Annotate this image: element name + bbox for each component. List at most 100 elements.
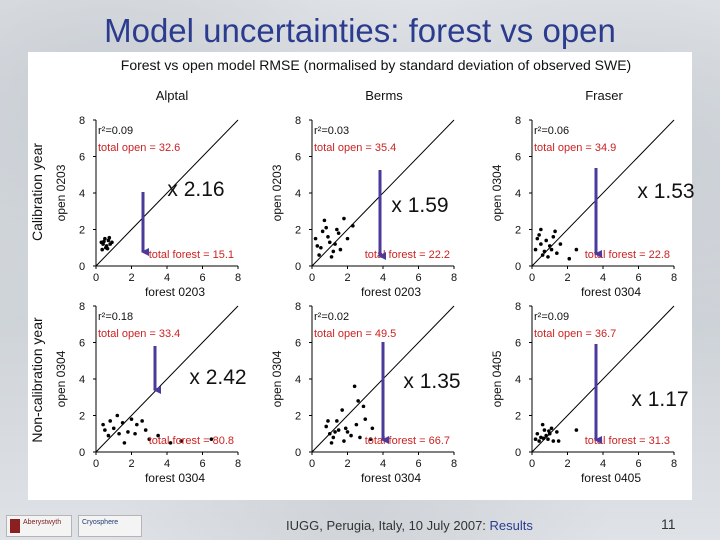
data-point [209,437,214,442]
data-point [101,242,105,246]
data-point [106,238,111,243]
x-tick-label: 2 [564,272,570,284]
x-tick-label: 0 [309,272,315,284]
x-tick-label: 0 [93,272,99,284]
r-squared-label: r²=0.09 [98,125,133,137]
x-tick-label: 4 [600,272,606,284]
y-tick-label: 4 [79,188,85,200]
data-point [331,435,336,440]
data-point [126,430,130,434]
r-squared-label: r²=0.18 [98,311,133,323]
total-open-label: total open = 49.5 [314,328,396,340]
data-point [542,428,547,432]
total-open-label: total open = 35.4 [314,142,396,154]
data-point [122,441,127,445]
footer-citation: IUGG, Perugia, Italy, 10 July 2007: Resu… [286,518,533,533]
total-forest-label: total forest = 80.8 [149,435,234,447]
y-tick-label: 0 [295,261,301,273]
x-tick-label: 2 [128,272,134,284]
data-point [335,227,339,232]
data-point [324,225,329,230]
x-axis-label: forest 0405 [581,471,641,485]
footer-highlight: Results [489,518,533,533]
data-point [326,419,330,423]
y-axis-label: open 0304 [54,350,68,407]
y-tick-label: 8 [79,301,85,313]
y-tick-label: 6 [295,152,301,164]
data-point [343,426,348,431]
cryosphere-logo: Cryosphere [78,515,142,537]
column-label-berms: Berms [365,88,403,103]
data-point [129,417,134,421]
data-point [549,426,554,431]
data-point [558,242,563,246]
data-point [327,240,332,245]
data-point [368,437,373,442]
x-tick-label: 8 [235,458,241,470]
y-axis-label: open 0203 [54,164,68,221]
total-forest-label: total forest = 22.8 [585,249,670,261]
ratio-label: x 1.59 [391,194,448,217]
data-point [106,433,111,438]
x-axis-label: forest 0304 [581,285,641,299]
figure-panel [28,52,692,500]
data-point [101,422,105,427]
r-squared-label: r²=0.03 [314,125,349,137]
data-point [120,421,125,425]
data-point [547,244,552,248]
data-point [354,422,359,427]
data-point [179,439,183,443]
y-tick-label: 2 [515,411,521,423]
y-tick-label: 2 [79,225,85,237]
x-tick-label: 6 [635,458,641,470]
total-forest-label: total forest = 66.7 [365,435,450,447]
y-tick-label: 4 [515,374,521,386]
data-point [319,245,323,250]
data-point [317,253,321,257]
column-label-alptal: Alptal [156,88,189,103]
x-tick-label: 8 [671,272,677,284]
data-point [327,431,332,436]
y-axis-label: open 0405 [490,350,504,407]
data-point [574,428,579,432]
data-point [356,399,360,403]
y-tick-label: 6 [79,152,85,164]
data-point [540,253,545,257]
x-tick-label: 4 [164,272,170,284]
x-tick-label: 8 [451,458,457,470]
ratio-label: x 1.35 [403,370,460,393]
y-axis-label: open 0203 [270,164,284,221]
data-point [544,238,548,243]
one-to-one-line [531,119,675,267]
one-to-one-line [531,305,675,453]
data-point [156,433,160,438]
y-tick-label: 0 [79,261,85,273]
footer-text: IUGG, Perugia, Italy, 10 July 2007: [286,518,490,533]
r-squared-label: r²=0.02 [314,311,349,323]
data-point [351,224,355,228]
total-forest-label: total forest = 22.2 [365,249,450,261]
data-point [313,236,318,241]
data-point [345,430,350,434]
data-point [329,255,334,259]
page-number: 11 [661,516,676,532]
x-tick-label: 2 [344,458,350,470]
data-point [133,431,137,436]
one-to-one-line [95,305,239,453]
x-tick-label: 0 [93,458,99,470]
x-tick-label: 6 [635,272,641,284]
y-tick-label: 0 [295,447,301,459]
x-axis-label: forest 0304 [145,471,205,485]
data-point [140,419,144,423]
data-point [147,437,152,442]
data-point [117,431,121,436]
y-tick-label: 8 [295,301,301,313]
data-point [342,216,346,221]
x-tick-label: 8 [235,272,241,284]
total-forest-label: total forest = 31.3 [585,435,670,447]
data-point [315,244,320,248]
y-tick-label: 0 [515,261,521,273]
x-tick-label: 0 [529,272,535,284]
data-point [352,384,357,389]
x-tick-label: 2 [344,272,350,284]
